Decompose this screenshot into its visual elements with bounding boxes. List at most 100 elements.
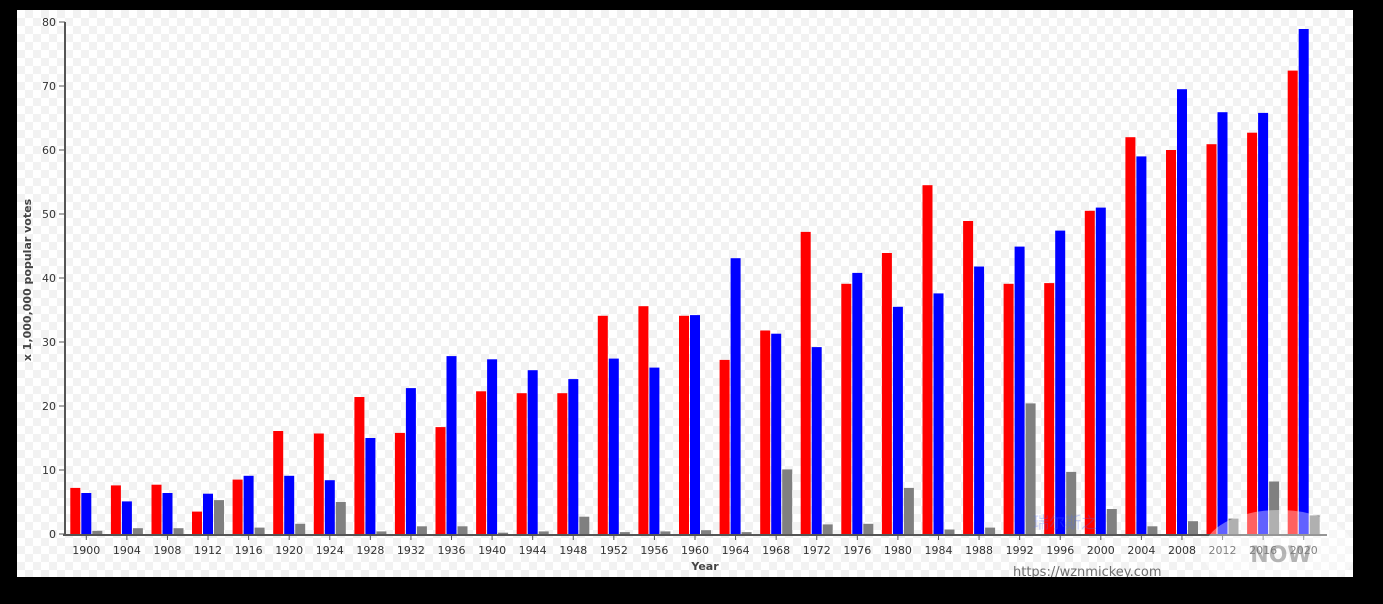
bar-series-c-1976 [863, 523, 874, 534]
bar-series-b-1984 [933, 293, 944, 534]
bar-series-b-2012 [1217, 112, 1228, 534]
bar-series-c-1944 [538, 531, 549, 534]
x-tick-label: 1956 [640, 544, 668, 557]
bar-series-a-1996 [1044, 283, 1055, 534]
y-tick-label: 20 [42, 400, 56, 413]
x-tick-label: 1960 [681, 544, 709, 557]
bar-series-b-1964 [730, 258, 741, 534]
x-tick-label: 1940 [478, 544, 506, 557]
bar-series-a-1936 [435, 427, 446, 534]
x-tick-label: 1932 [397, 544, 425, 557]
bar-series-a-1928 [354, 397, 365, 534]
x-tick-label: 1984 [924, 544, 952, 557]
bar-series-c-1904 [132, 528, 143, 534]
bar-series-b-1924 [324, 480, 335, 534]
x-tick-label: 1920 [275, 544, 303, 557]
bar-series-c-1956 [660, 531, 671, 534]
bar-series-b-1908 [162, 493, 173, 534]
bar-series-c-2004 [1147, 526, 1158, 534]
bar-series-b-2000 [1095, 207, 1106, 534]
y-tick-label: 60 [42, 144, 56, 157]
bar-series-c-1908 [173, 528, 184, 534]
x-tick-label: 1936 [438, 544, 466, 557]
y-axis-title: x 1,000,000 popular votes [21, 198, 34, 361]
y-tick-label: 50 [42, 208, 56, 221]
bar-series-b-1952 [608, 358, 619, 534]
bar-series-a-1924 [313, 433, 324, 534]
bar-series-a-1944 [516, 393, 527, 534]
x-tick-label: 1976 [843, 544, 871, 557]
bar-series-c-1984 [944, 529, 955, 534]
bar-series-a-1960 [679, 315, 689, 534]
x-tick-label: 1900 [72, 544, 100, 557]
bar-series-b-1956 [649, 367, 660, 534]
bar-series-a-1988 [963, 221, 974, 534]
y-tick-label: 0 [49, 528, 56, 541]
x-tick-label: 1944 [519, 544, 547, 557]
bar-series-b-1968 [771, 333, 782, 534]
x-tick-label: 2000 [1087, 544, 1115, 557]
x-axis-title: Year [690, 560, 719, 573]
bar-series-a-1992 [1003, 283, 1014, 534]
bar-series-b-1980 [892, 306, 903, 534]
bar-series-b-2004 [1136, 156, 1147, 534]
x-tick-label: 1904 [113, 544, 141, 557]
bar-series-c-1968 [782, 469, 793, 534]
bar-series-c-1960 [701, 530, 711, 534]
x-tick-label: 1972 [803, 544, 831, 557]
bar-series-c-1900 [92, 530, 103, 534]
x-tick-label: 1916 [235, 544, 263, 557]
chart-panel: 0 10 20 30 40 50 60 70 80 1900 1904 1908 1912 1916 19… [17, 10, 1353, 577]
bar-series-a-2020 [1287, 70, 1298, 534]
x-tick-label: 2008 [1168, 544, 1196, 557]
bar-series-a-1956 [638, 306, 649, 534]
watermark-cjk-text: 瑞尔斯之 [1033, 513, 1097, 532]
bar-series-a-1932 [394, 432, 405, 534]
x-tick-label: 1928 [356, 544, 384, 557]
x-tick-label: 1988 [965, 544, 993, 557]
watermark-logo-badge [1203, 510, 1353, 577]
bar-series-b-2020 [1298, 29, 1309, 534]
bar-series-b-1932 [405, 388, 416, 534]
bar-series-b-1928 [365, 438, 376, 534]
bar-series-a-1980 [881, 253, 892, 534]
bar-series-b-2016 [1258, 112, 1269, 535]
watermark: 瑞尔斯之 https://wznmickey.com NOW [1013, 510, 1353, 577]
bar-series-b-1996 [1055, 230, 1066, 534]
bar-series-c-2016 [1269, 481, 1280, 534]
bar-series-c-1936 [457, 526, 468, 534]
x-tick-label: 2016 [1249, 544, 1277, 557]
x-tick-label: 1912 [194, 544, 222, 557]
bar-series-b-1920 [284, 475, 295, 534]
bar-series-b-1988 [974, 266, 985, 534]
bar-series-b-1900 [81, 493, 92, 534]
y-tick-label: 70 [42, 80, 56, 93]
bar-series-c-1980 [903, 487, 914, 534]
bar-series-b-1916 [243, 475, 254, 534]
bar-series-a-1952 [597, 315, 608, 534]
bar-series-b-1912 [203, 493, 213, 534]
bar-series-b-1972 [811, 347, 822, 534]
y-ticks-layer: 0 10 20 30 40 50 60 70 80 [42, 16, 65, 541]
bar-series-a-2008 [1166, 150, 1176, 534]
bar-series-a-1916 [232, 479, 243, 534]
bar-series-c-1992 [1025, 403, 1036, 534]
bar-series-a-2016 [1247, 132, 1258, 534]
bar-series-a-1940 [476, 391, 487, 534]
bar-series-c-1912 [214, 500, 224, 534]
bar-series-a-1972 [800, 231, 811, 534]
bar-series-b-1944 [527, 370, 538, 534]
bar-series-c-1996 [1066, 471, 1077, 534]
bar-series-a-2000 [1084, 210, 1095, 535]
y-tick-label: 80 [42, 16, 56, 29]
bar-series-c-1932 [416, 526, 427, 534]
bar-series-a-2004 [1125, 137, 1136, 534]
x-tick-label: 1980 [884, 544, 912, 557]
bar-series-a-1948 [557, 393, 568, 534]
bar-series-a-1900 [70, 487, 81, 534]
bar-series-a-2012 [1206, 144, 1217, 534]
watermark-logo-text: NOW [1250, 543, 1311, 568]
x-tick-label: 2020 [1290, 544, 1318, 557]
watermark-url: https://wznmickey.com [1013, 565, 1162, 577]
x-tick-label: 1948 [559, 544, 587, 557]
